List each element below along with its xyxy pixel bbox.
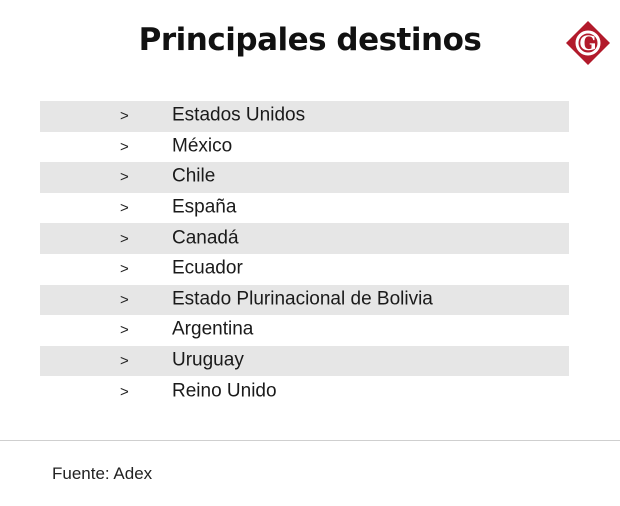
chevron-right-icon: > <box>120 168 129 186</box>
source-note: Fuente: Adex <box>52 464 153 483</box>
list-item: > Argentina <box>40 315 569 346</box>
logo-diamond-icon: G <box>566 21 610 65</box>
chevron-right-icon: > <box>120 352 129 370</box>
destination-label: Uruguay <box>172 349 244 371</box>
chevron-right-icon: > <box>120 321 129 339</box>
list-item: > Reino Unido <box>40 376 569 407</box>
list-item: > Estados Unidos <box>40 101 569 132</box>
destination-label: Ecuador <box>172 257 243 279</box>
destinations-list: > Estados Unidos > México > Chile > España > Cana… <box>40 101 569 407</box>
list-item: > Canadá <box>40 223 569 254</box>
list-item: > México <box>40 132 569 163</box>
list-item: > España <box>40 193 569 224</box>
chevron-right-icon: > <box>120 138 129 156</box>
destination-label: Canadá <box>172 227 239 249</box>
list-item: > Estado Plurinacional de Bolivia <box>40 284 569 316</box>
chevron-right-icon: > <box>120 383 129 401</box>
destination-label: Reino Unido <box>172 380 277 402</box>
chevron-right-icon: > <box>120 260 129 278</box>
destination-label: Argentina <box>172 319 254 341</box>
divider <box>0 440 620 441</box>
brand-logo: G <box>565 20 611 66</box>
list-item: > Uruguay <box>40 345 569 377</box>
chevron-right-icon: > <box>120 291 129 309</box>
list-item: > Ecuador <box>40 254 569 285</box>
chevron-right-icon: > <box>120 230 129 248</box>
chevron-right-icon: > <box>120 199 129 217</box>
destination-label: Estado Plurinacional de Bolivia <box>172 288 433 310</box>
destination-label: España <box>172 196 237 218</box>
logo-letter: G <box>579 31 596 55</box>
chevron-right-icon: > <box>120 107 129 125</box>
destination-label: México <box>172 135 233 157</box>
destination-label: Chile <box>172 166 216 188</box>
list-item: > Chile <box>40 162 569 193</box>
destination-label: Estados Unidos <box>172 104 306 126</box>
page-title: Principales destinos <box>138 22 482 58</box>
